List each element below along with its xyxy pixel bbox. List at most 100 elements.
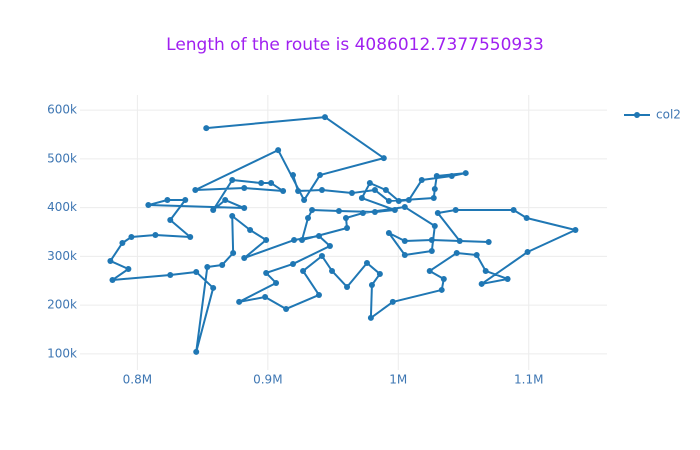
x-tick-label: 0.9M: [253, 373, 282, 387]
point: [401, 204, 408, 211]
point: [229, 177, 236, 184]
point: [366, 180, 373, 187]
point: [309, 207, 316, 214]
point: [321, 114, 328, 121]
point: [428, 247, 435, 254]
point: [473, 251, 480, 258]
y-tick-label: 600k: [47, 103, 77, 117]
point: [482, 267, 489, 274]
point: [268, 180, 275, 187]
legend-marker: [634, 112, 640, 118]
point: [236, 298, 243, 305]
point: [438, 286, 445, 293]
point: [263, 269, 270, 276]
point: [344, 283, 351, 290]
point: [391, 207, 398, 214]
point: [167, 217, 174, 224]
point: [230, 249, 237, 256]
point: [371, 187, 378, 194]
point: [376, 270, 383, 277]
point: [193, 268, 200, 275]
point: [326, 243, 333, 250]
point: [452, 207, 459, 214]
point: [401, 237, 408, 244]
point: [164, 197, 171, 204]
point: [273, 279, 280, 286]
point: [440, 275, 447, 282]
point: [430, 195, 437, 202]
point: [426, 267, 433, 274]
point: [109, 276, 116, 283]
point: [187, 233, 194, 240]
legend-label: col2: [656, 108, 681, 122]
point: [315, 291, 322, 298]
point: [348, 190, 355, 197]
point: [317, 172, 324, 179]
point: [145, 202, 152, 209]
point: [395, 198, 402, 205]
point: [342, 215, 349, 222]
x-tick-label: 0.8M: [123, 373, 152, 387]
point: [344, 225, 351, 232]
point: [241, 185, 248, 192]
y-tick-label: 400k: [47, 200, 77, 214]
point: [275, 147, 282, 154]
point: [262, 293, 269, 300]
point: [315, 233, 322, 240]
point: [210, 284, 217, 291]
point: [204, 263, 211, 270]
point: [418, 177, 425, 184]
point: [385, 229, 392, 236]
y-tick-label: 100k: [47, 346, 77, 360]
point: [358, 195, 365, 202]
point: [371, 209, 378, 216]
point: [283, 305, 290, 312]
point: [485, 239, 492, 246]
point: [462, 170, 469, 177]
point: [241, 255, 248, 262]
point: [299, 237, 306, 244]
point: [329, 267, 336, 274]
point: [241, 205, 248, 212]
x-tick-label: 1.1M: [514, 373, 543, 387]
point: [263, 237, 270, 244]
point: [434, 210, 441, 217]
point: [359, 210, 366, 217]
point: [152, 231, 159, 238]
point: [453, 249, 460, 256]
point: [572, 227, 579, 234]
point: [385, 198, 392, 205]
point: [431, 186, 438, 193]
point: [210, 207, 217, 214]
point: [280, 188, 287, 195]
point: [318, 253, 325, 260]
point: [295, 188, 302, 195]
point: [305, 215, 312, 222]
point: [300, 267, 307, 274]
point: [405, 197, 412, 204]
point: [128, 233, 135, 240]
point: [510, 207, 517, 214]
point: [368, 281, 375, 288]
point: [229, 213, 236, 220]
point: [167, 271, 174, 278]
point: [448, 173, 455, 180]
x-tick-label: 1M: [389, 373, 407, 387]
point: [219, 261, 226, 268]
point: [524, 249, 531, 256]
point: [504, 275, 511, 282]
point: [318, 187, 325, 194]
point: [290, 172, 297, 179]
point: [433, 173, 440, 180]
point: [222, 197, 229, 204]
point: [401, 251, 408, 258]
point: [203, 125, 210, 132]
point: [258, 180, 265, 187]
y-tick-label: 300k: [47, 249, 77, 263]
point: [523, 215, 530, 222]
y-tick-label: 500k: [47, 151, 77, 165]
point: [119, 239, 126, 246]
